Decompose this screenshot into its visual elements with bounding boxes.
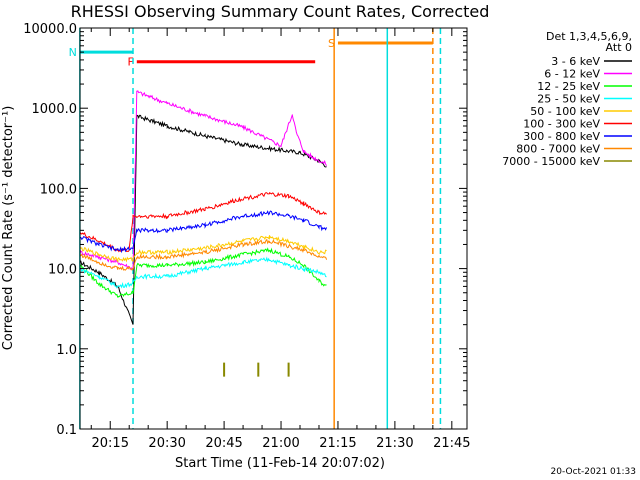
x-axis: 20:15 20:30 20:45 21:00 21:15 21:30 21:45 bbox=[90, 28, 471, 451]
y-tick-label: 1000.0 bbox=[32, 102, 78, 117]
x-tick-label: 20:15 bbox=[92, 436, 129, 451]
legend-label-25-50-kev: 25 - 50 keV bbox=[537, 93, 600, 106]
series-line-50-100-kev bbox=[79, 235, 327, 263]
series-line-300-800-kev bbox=[79, 210, 328, 254]
series-line-25-50-kev bbox=[79, 256, 327, 289]
flag-label-f: F bbox=[127, 56, 133, 69]
flag-label-n: N bbox=[69, 46, 77, 59]
legend-label-50-100-kev: 50 - 100 keV bbox=[530, 105, 600, 118]
legend-label-800-7000-kev: 800 - 7000 keV bbox=[516, 143, 600, 156]
series-line-12-25-kev bbox=[79, 247, 327, 298]
y-tick-label: 10000.0 bbox=[23, 22, 77, 37]
x-tick-label: 21:30 bbox=[376, 436, 413, 451]
chart-title: RHESSI Observing Summary Count Rates, Co… bbox=[71, 2, 490, 21]
y-tick-label: 100.0 bbox=[40, 182, 77, 197]
legend-label-12-25-kev: 12 - 25 keV bbox=[537, 80, 600, 93]
legend-header-line-1: Det 1,3,4,5,6,9, bbox=[546, 30, 632, 43]
series-line-7000-15000-kev bbox=[223, 362, 290, 377]
y-tick-label: 0.1 bbox=[56, 423, 77, 438]
observing-flags: N F S bbox=[69, 37, 433, 69]
x-tick-label: 20:30 bbox=[148, 436, 185, 451]
x-axis-label: Start Time (11-Feb-14 20:07:02) bbox=[175, 456, 385, 471]
series-layer bbox=[79, 90, 328, 377]
series-line-800-7000-kev bbox=[79, 238, 328, 271]
x-tick-label: 21:15 bbox=[319, 436, 356, 451]
legend-header-line-2: Att 0 bbox=[606, 41, 632, 54]
legend-label-6-12-kev: 6 - 12 keV bbox=[544, 68, 600, 81]
plot-frame bbox=[79, 27, 468, 430]
legend-label-100-300-kev: 100 - 300 keV bbox=[523, 118, 600, 131]
x-tick-label: 21:45 bbox=[433, 436, 470, 451]
y-axis-label: Corrected Count Rate (s⁻¹ detector⁻¹) bbox=[1, 106, 16, 351]
vertical-markers bbox=[79, 28, 442, 429]
legend-label-3-6-kev: 3 - 6 keV bbox=[551, 55, 600, 68]
x-tick-label: 20:45 bbox=[205, 436, 242, 451]
flag-label-s: S bbox=[328, 37, 335, 50]
x-tick-label: 21:00 bbox=[262, 436, 299, 451]
generation-timestamp: 20-Oct-2021 01:33 bbox=[551, 467, 636, 477]
y-axis: 0.1 1.0 10.0 100.0 1000.0 10000.0 bbox=[23, 22, 467, 438]
y-tick-label: 1.0 bbox=[56, 343, 77, 358]
legend-label-7000-15000-kev: 7000 - 15000 keV bbox=[502, 155, 600, 168]
series-line-6-12-kev bbox=[79, 90, 328, 271]
series-line-100-300-kev bbox=[79, 191, 327, 253]
legend-label-300-800-kev: 300 - 800 keV bbox=[523, 130, 600, 143]
y-tick-label: 10.0 bbox=[48, 263, 77, 278]
